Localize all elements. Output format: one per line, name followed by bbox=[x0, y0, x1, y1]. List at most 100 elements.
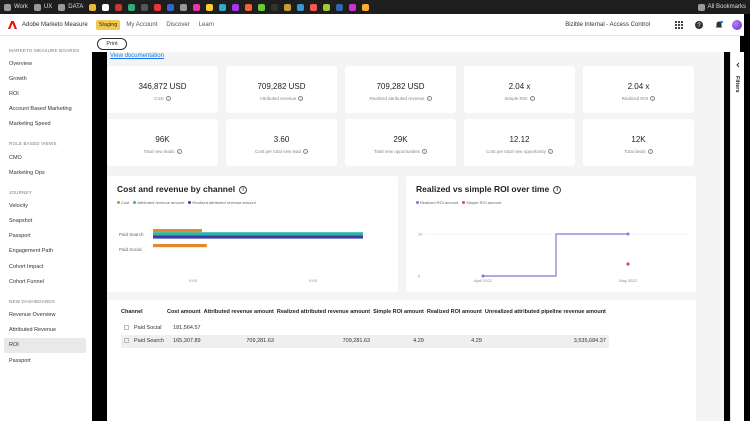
nav-discover[interactable]: Discover bbox=[166, 21, 190, 28]
favicon-icon[interactable] bbox=[362, 3, 370, 11]
column-header[interactable]: Cost amount bbox=[166, 309, 201, 315]
column-header[interactable]: Simple ROI amount bbox=[373, 309, 424, 315]
sidebar-item-marketing-speed[interactable]: Marketing Speed bbox=[9, 121, 51, 128]
table-row[interactable]: Paid Search 165,307.89 709,281.63 709,281.6… bbox=[121, 334, 609, 348]
bar[interactable] bbox=[153, 244, 207, 248]
column-header[interactable]: Realized attributed revenue amount bbox=[276, 309, 371, 315]
sidebar-item-growth[interactable]: Growth bbox=[9, 75, 27, 82]
legend-swatch bbox=[188, 201, 192, 204]
nav-learn[interactable]: Learn bbox=[198, 21, 215, 28]
favicon-icon[interactable] bbox=[154, 3, 162, 11]
legend-item[interactable]: Cost bbox=[117, 200, 129, 205]
column-header[interactable]: Realized ROI amount bbox=[426, 309, 482, 315]
sidebar-item-velocity[interactable]: Velocity bbox=[9, 202, 28, 209]
info-icon[interactable]: i bbox=[647, 149, 653, 155]
series-line[interactable] bbox=[483, 233, 628, 277]
favicon-icon[interactable] bbox=[206, 3, 214, 11]
info-icon[interactable]: i bbox=[422, 149, 428, 155]
favicon-icon[interactable] bbox=[349, 3, 357, 11]
favicon-icon[interactable] bbox=[271, 3, 279, 11]
favicon-icon[interactable] bbox=[284, 3, 292, 11]
bar[interactable] bbox=[153, 229, 202, 233]
legend-item[interactable]: Attributed revenue amount bbox=[133, 200, 184, 205]
favicon-icon[interactable] bbox=[102, 3, 110, 11]
sidebar-item-account-based-marketing[interactable]: Account Based Marketing bbox=[9, 106, 72, 113]
data-point[interactable] bbox=[481, 274, 485, 278]
sidebar-item-snapshot[interactable]: Snapshot bbox=[9, 218, 33, 225]
bar[interactable] bbox=[153, 235, 363, 239]
bookmark-folder[interactable]: Work bbox=[4, 3, 28, 11]
info-icon[interactable]: i bbox=[650, 96, 656, 102]
favicon-icon[interactable] bbox=[297, 3, 305, 11]
sidebar-item-revenue-overview[interactable]: Revenue Overview bbox=[9, 312, 56, 319]
help-icon[interactable]: ? bbox=[694, 20, 704, 30]
legend-item[interactable]: Realized attributed revenue amount bbox=[188, 200, 256, 205]
row-checkbox[interactable] bbox=[124, 324, 129, 330]
legend-swatch bbox=[416, 201, 419, 204]
favicon-icon[interactable] bbox=[89, 3, 97, 11]
collapse-chevron-icon[interactable] bbox=[735, 62, 741, 68]
info-icon[interactable]: i bbox=[298, 96, 304, 102]
sidebar-item-passport[interactable]: Passport bbox=[9, 357, 31, 364]
column-header[interactable]: Channel bbox=[121, 309, 143, 315]
sidebar-item-passport[interactable]: Passport bbox=[9, 233, 31, 240]
table-row[interactable]: Paid Social 181,564.57 bbox=[121, 321, 609, 335]
table-cell bbox=[485, 321, 609, 335]
sidebar-item-overview[interactable]: Overview bbox=[9, 60, 32, 67]
user-avatar[interactable] bbox=[732, 19, 742, 30]
bookmarks-bar: Work UX DATA All Bookmarks bbox=[0, 0, 750, 14]
info-icon[interactable]: i bbox=[426, 96, 432, 102]
print-button[interactable]: Print bbox=[97, 38, 127, 50]
info-icon[interactable]: i bbox=[176, 149, 182, 155]
sidebar-item-attributed-revenue[interactable]: Attributed Revenue bbox=[9, 327, 57, 334]
column-header[interactable]: Unrealized attributed pipeline revenue a… bbox=[484, 309, 606, 315]
info-icon[interactable]: i bbox=[529, 96, 535, 102]
favicon-icon[interactable] bbox=[310, 3, 318, 11]
org-switcher[interactable]: Bizible Internal - Access Control bbox=[565, 21, 650, 28]
filters-panel-toggle[interactable]: Filters bbox=[730, 52, 744, 421]
bar[interactable] bbox=[153, 232, 363, 236]
cell-value: 4.29 bbox=[413, 338, 424, 345]
sidebar-item-cmo[interactable]: CMO bbox=[9, 154, 22, 161]
favicon-icon[interactable] bbox=[258, 3, 266, 11]
notification-bell-icon[interactable] bbox=[714, 20, 724, 30]
legend-item[interactable]: Realized ROI amount bbox=[416, 200, 458, 205]
favicon-icon[interactable] bbox=[193, 3, 201, 11]
favicon-icon[interactable] bbox=[128, 3, 136, 11]
apps-grid-icon[interactable] bbox=[674, 20, 684, 30]
favicon-icon[interactable] bbox=[167, 3, 175, 11]
info-icon[interactable]: i bbox=[547, 149, 553, 155]
favicon-icon[interactable] bbox=[115, 3, 123, 11]
info-icon[interactable]: i bbox=[165, 96, 171, 102]
favicon-icon[interactable] bbox=[336, 3, 344, 11]
nav-my-account[interactable]: My Account bbox=[126, 21, 158, 28]
view-documentation-link[interactable]: View documentation bbox=[110, 53, 164, 59]
sidebar-item-marketing-ops[interactable]: Marketing Ops bbox=[9, 169, 45, 176]
all-bookmarks[interactable]: All Bookmarks bbox=[697, 3, 746, 11]
legend-item[interactable]: Simple ROI amount bbox=[462, 200, 501, 205]
info-icon[interactable]: i bbox=[239, 185, 248, 194]
info-icon[interactable]: i bbox=[303, 149, 309, 155]
sidebar-item-cohort-impact[interactable]: Cohort Impact bbox=[9, 263, 44, 270]
kpi-label: Attributed revenue i bbox=[226, 96, 337, 102]
sidebar-item-roi[interactable]: ROI bbox=[9, 90, 19, 97]
bookmark-folder[interactable]: DATA bbox=[58, 3, 83, 11]
folder-icon bbox=[33, 3, 41, 11]
favicon-icon[interactable] bbox=[180, 3, 188, 11]
adobe-logo-icon[interactable] bbox=[8, 20, 17, 29]
info-icon[interactable]: i bbox=[553, 185, 562, 194]
favicon-icon[interactable] bbox=[141, 3, 149, 11]
sidebar-item-roi[interactable]: ROI bbox=[4, 337, 86, 353]
column-header[interactable]: Attributed revenue amount bbox=[203, 309, 274, 315]
favicon-icon[interactable] bbox=[232, 3, 240, 11]
favicon-icon[interactable] bbox=[219, 3, 227, 11]
row-checkbox[interactable] bbox=[124, 338, 129, 344]
favicon-icon[interactable] bbox=[245, 3, 253, 11]
sidebar-item-engagement-path[interactable]: Engagement Path bbox=[9, 248, 54, 255]
kpi-card: 709,282 USD Attributed revenue i bbox=[226, 66, 337, 113]
data-point[interactable] bbox=[626, 232, 630, 236]
data-point[interactable] bbox=[626, 262, 630, 266]
sidebar-item-cohort-funnel[interactable]: Cohort Funnel bbox=[9, 278, 44, 285]
favicon-icon[interactable] bbox=[323, 3, 331, 11]
bookmark-folder[interactable]: UX bbox=[33, 3, 52, 11]
